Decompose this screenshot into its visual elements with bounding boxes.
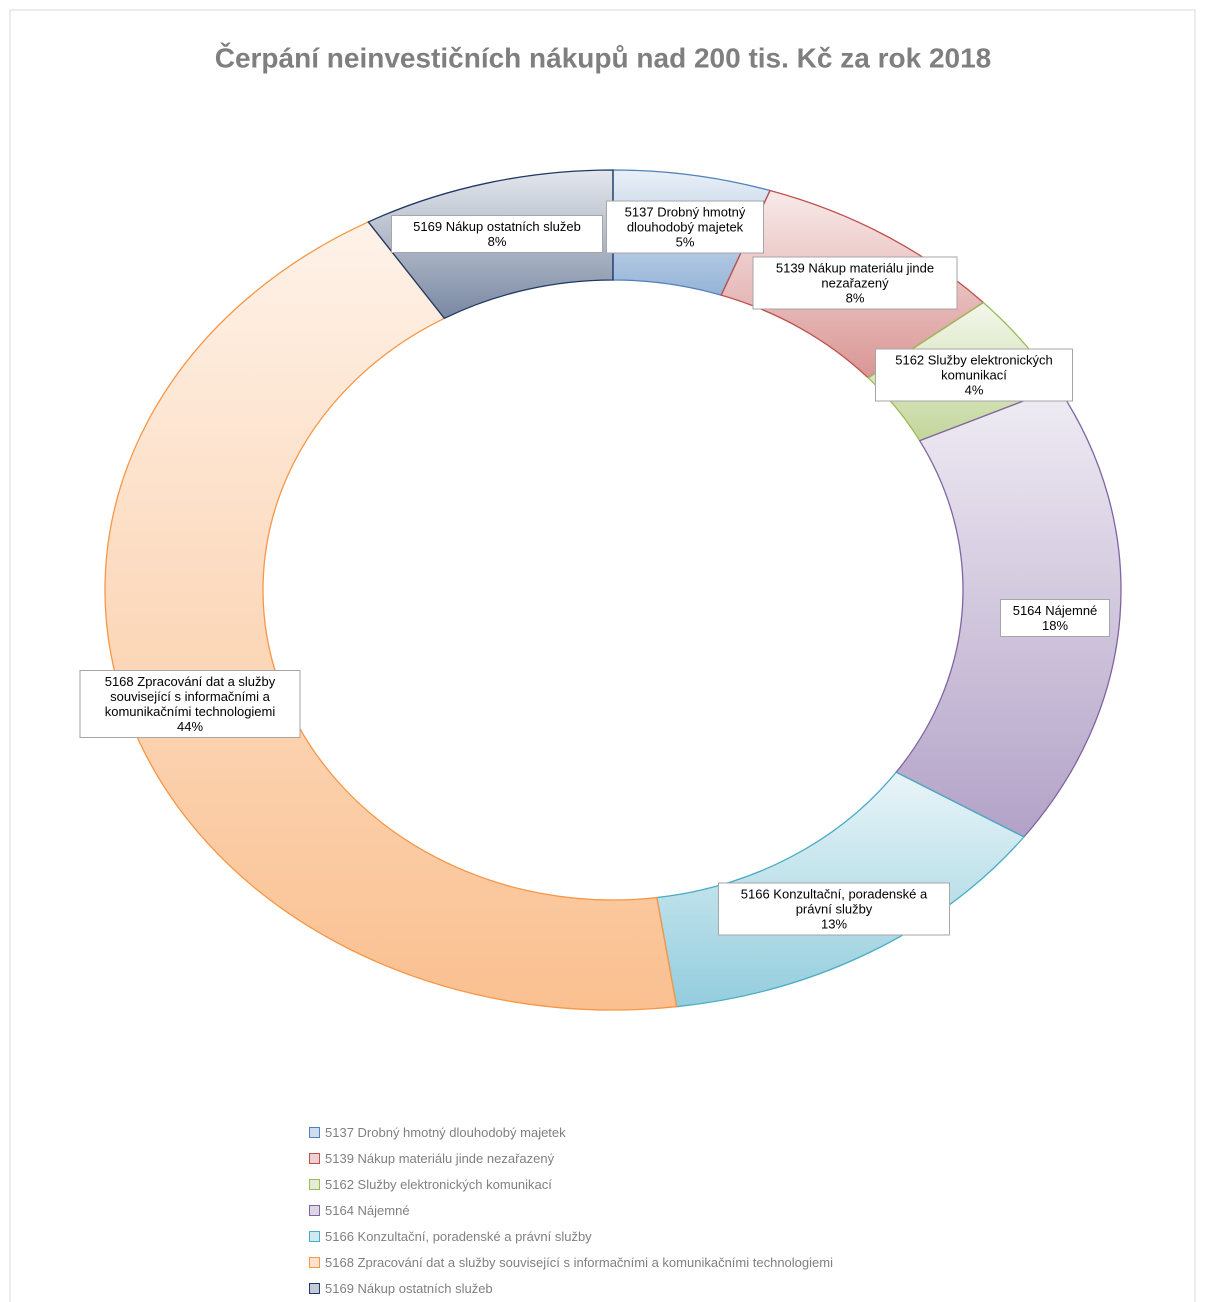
chart-frame xyxy=(9,9,1196,1302)
legend-swatch xyxy=(309,1126,320,1138)
legend-entry: 5139 Nákup materiálu jinde nezařazený xyxy=(309,1150,554,1166)
data-label: 5168 Zpracování dat a služby související… xyxy=(79,670,301,738)
data-label-category: 5139 Nákup materiálu jinde nezařazený xyxy=(775,260,935,291)
legend-label: 5139 Nákup materiálu jinde nezařazený xyxy=(325,1150,555,1166)
legend-entry: 5169 Nákup ostatních služeb xyxy=(309,1280,493,1296)
legend-swatch xyxy=(309,1152,320,1164)
data-label-value: 5% xyxy=(675,234,695,250)
chart-title: Čerpání neinvestičních nákupů nad 200 ti… xyxy=(215,41,992,73)
legend-label: 5169 Nákup ostatních služeb xyxy=(325,1280,493,1296)
legend-entry: 5137 Drobný hmotný dlouhodobý majetek xyxy=(309,1124,566,1140)
data-label: 5164 Nájemné 18% xyxy=(1000,599,1110,637)
legend-entry: 5164 Nájemné xyxy=(309,1202,410,1218)
legend-swatch xyxy=(309,1204,320,1216)
legend-label: 5164 Nájemné xyxy=(325,1202,410,1218)
legend-label: 5162 Služby elektronických komunikací xyxy=(325,1176,552,1192)
legend-swatch xyxy=(309,1282,320,1294)
data-label-category: 5137 Drobný hmotný dlouhodobý majetek xyxy=(624,204,746,235)
data-label: 5162 Služby elektronických komunikací 4% xyxy=(875,348,1073,402)
data-label-value: 4% xyxy=(964,382,984,398)
data-label-category: 5168 Zpracování dat a služby související… xyxy=(104,674,276,719)
data-label-value: 18% xyxy=(1041,618,1069,633)
data-label: 5166 Konzultační, poradenské a právní sl… xyxy=(718,882,950,936)
legend-swatch xyxy=(309,1256,320,1268)
data-label-category: 5162 Služby elektronických komunikací xyxy=(895,352,1053,383)
legend-label: 5168 Zpracování dat a služby související… xyxy=(325,1254,833,1270)
data-label: 5169 Nákup ostatních služeb 8% xyxy=(391,215,603,253)
data-label: 5139 Nákup materiálu jinde nezařazený 8% xyxy=(752,256,958,310)
legend-swatch xyxy=(309,1230,320,1242)
data-label: 5137 Drobný hmotný dlouhodobý majetek 5% xyxy=(606,200,764,254)
legend-label: 5137 Drobný hmotný dlouhodobý majetek xyxy=(325,1124,566,1140)
data-label-value: 44% xyxy=(176,719,204,734)
legend-entry: 5168 Zpracování dat a služby související… xyxy=(309,1254,833,1270)
donut-segment xyxy=(104,221,678,1011)
legend-label: 5166 Konzultační, poradenské a právní sl… xyxy=(325,1228,592,1244)
data-label-value: 13% xyxy=(820,916,848,932)
data-label-value: 8% xyxy=(487,234,507,249)
legend-entry: 5162 Služby elektronických komunikací xyxy=(309,1176,552,1192)
data-label-category: 5166 Konzultační, poradenské a právní sl… xyxy=(740,886,928,917)
data-label-category: 5164 Nájemné xyxy=(1012,603,1098,618)
legend-swatch xyxy=(309,1178,320,1190)
data-label-value: 8% xyxy=(845,290,865,306)
data-label-category: 5169 Nákup ostatních služeb xyxy=(413,219,581,234)
legend-entry: 5166 Konzultační, poradenské a právní sl… xyxy=(309,1228,592,1244)
